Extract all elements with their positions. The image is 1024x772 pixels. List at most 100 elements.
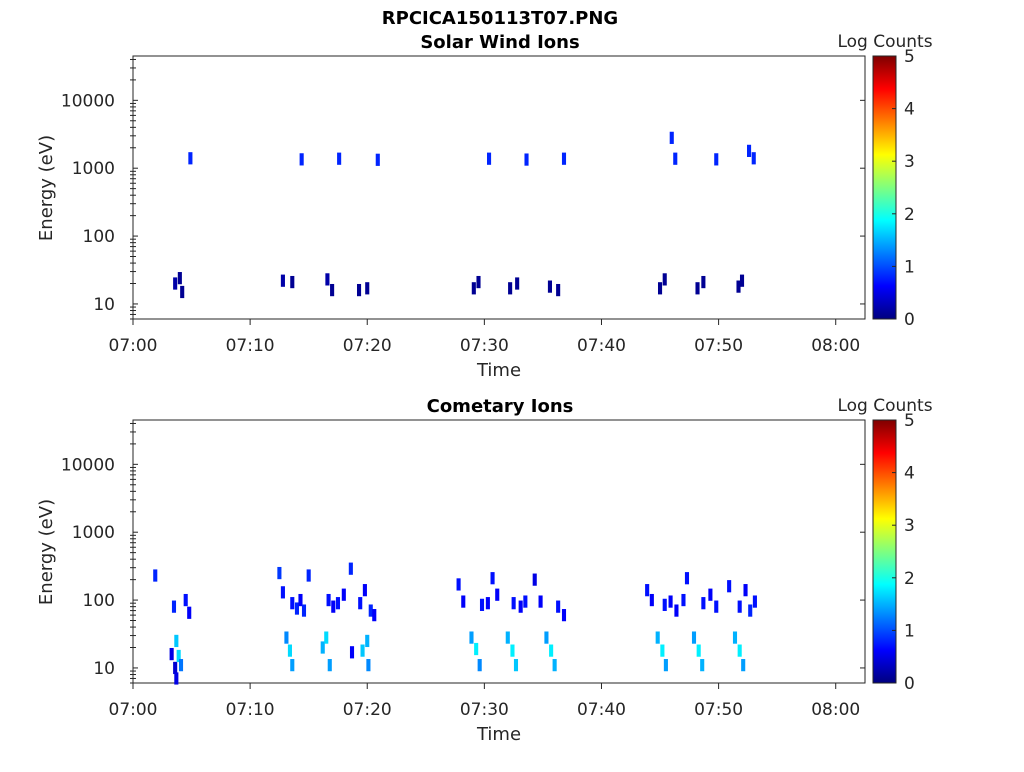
heatmap-cell bbox=[561, 609, 567, 622]
heatmap-cell bbox=[365, 282, 370, 295]
heatmap-cell bbox=[751, 152, 756, 165]
colorbar-label: Log Counts bbox=[837, 32, 932, 52]
heatmap-cell bbox=[486, 152, 492, 165]
heatmap-cell bbox=[280, 274, 285, 287]
heatmap-cell bbox=[513, 659, 519, 672]
heatmap-cell bbox=[669, 131, 674, 144]
panel-title: Cometary Ions bbox=[427, 396, 574, 417]
colorbar-tick-label: 1 bbox=[904, 621, 915, 641]
heatmap-cell bbox=[169, 647, 174, 661]
x-axis: 07:00 07:10 07:20 07:30 07:40 07:50 08:00 bbox=[109, 319, 860, 356]
heatmap-cells bbox=[153, 562, 757, 685]
heatmap-cell bbox=[518, 600, 523, 613]
x-tick-label: 07:40 bbox=[577, 336, 626, 356]
heatmap-cell bbox=[714, 600, 719, 613]
x-tick-label: 07:50 bbox=[694, 700, 743, 720]
x-axis: 07:00 07:10 07:20 07:30 07:40 07:50 08:00 bbox=[109, 683, 860, 720]
heatmap-cell bbox=[739, 274, 745, 287]
heatmap-cell bbox=[727, 580, 732, 593]
y-axis-label: Energy (eV) bbox=[36, 499, 57, 605]
heatmap-cell bbox=[515, 277, 520, 290]
colorbar-tick-label: 5 bbox=[904, 47, 915, 67]
heatmap-cell bbox=[662, 273, 667, 286]
heatmap-cell bbox=[290, 597, 295, 610]
heatmap-cell bbox=[737, 600, 742, 613]
heatmap-cell bbox=[174, 634, 179, 648]
x-axis-label: Time bbox=[476, 724, 521, 745]
heatmap-cell bbox=[335, 597, 341, 610]
colorbar-tick-label: 5 bbox=[904, 411, 915, 431]
heatmap-cell bbox=[674, 604, 679, 617]
heatmap-cell bbox=[325, 273, 330, 286]
heatmap-cell bbox=[741, 659, 746, 672]
heatmap-cell bbox=[532, 573, 537, 586]
colorbar-tick-label: 0 bbox=[904, 674, 915, 694]
heatmap-cell bbox=[331, 600, 336, 613]
plot-area bbox=[132, 419, 866, 684]
heatmap-cell bbox=[356, 283, 362, 297]
heatmap-cell bbox=[324, 631, 329, 644]
heatmap-cell bbox=[280, 586, 285, 599]
heatmap-cell bbox=[495, 588, 500, 601]
heatmap-cell bbox=[714, 153, 719, 166]
colorbar: 0 1 2 3 4 5 bbox=[872, 411, 915, 694]
heatmap-cell bbox=[178, 659, 184, 672]
heatmap-cell bbox=[290, 659, 295, 672]
y-tick-label: 10 bbox=[93, 295, 115, 315]
x-tick-label: 07:30 bbox=[460, 700, 509, 720]
heatmap-cell bbox=[290, 275, 295, 289]
x-tick-label: 07:50 bbox=[694, 336, 743, 356]
heatmap-cell bbox=[474, 642, 479, 656]
heatmap-cell bbox=[362, 584, 367, 597]
y-tick-label: 1000 bbox=[72, 159, 115, 179]
x-tick-label: 07:10 bbox=[226, 336, 275, 356]
x-axis-label: Time bbox=[476, 360, 521, 381]
heatmap-cell bbox=[372, 609, 377, 622]
heatmap-cell bbox=[366, 659, 371, 672]
heatmap-cell bbox=[561, 152, 567, 165]
heatmap-cell bbox=[294, 602, 300, 615]
colorbar-tick-label: 3 bbox=[904, 152, 915, 172]
figure-title: RPCICA150113T07.PNG bbox=[382, 8, 618, 29]
y-axis: 10 100 1000 10000 bbox=[61, 422, 865, 684]
heatmap-cells bbox=[173, 131, 756, 299]
heatmap-cell bbox=[662, 598, 667, 611]
y-axis-label: Energy (eV) bbox=[36, 135, 57, 241]
colorbar-tick-label: 2 bbox=[904, 569, 915, 589]
x-tick-label: 08:00 bbox=[811, 700, 860, 720]
heatmap-cell bbox=[461, 595, 466, 608]
heatmap-cell bbox=[469, 631, 474, 644]
heatmap-cell bbox=[696, 644, 701, 657]
heatmap-cell bbox=[505, 631, 510, 644]
heatmap-cell bbox=[701, 275, 706, 289]
heatmap-cell bbox=[547, 280, 552, 293]
heatmap-cell bbox=[552, 659, 557, 672]
colorbar-tick-label: 4 bbox=[904, 464, 915, 484]
x-tick-label: 07:00 bbox=[109, 336, 158, 356]
heatmap-cell bbox=[153, 569, 158, 582]
colorbar-tick-label: 2 bbox=[904, 205, 915, 225]
heatmap-cell bbox=[700, 659, 705, 672]
heatmap-cell bbox=[180, 285, 185, 299]
heatmap-cell bbox=[299, 153, 304, 166]
heatmap-cell bbox=[747, 144, 752, 157]
colorbar-tick-label: 0 bbox=[904, 310, 915, 330]
heatmap-cell bbox=[645, 584, 650, 597]
heatmap-cell bbox=[556, 283, 561, 297]
heatmap-cell bbox=[327, 659, 332, 672]
heatmap-cell bbox=[655, 631, 660, 644]
heatmap-cell bbox=[673, 152, 678, 165]
heatmap-cell bbox=[748, 604, 753, 617]
heatmap-cell bbox=[358, 597, 363, 610]
heatmap-cell bbox=[663, 659, 668, 672]
x-tick-label: 07:30 bbox=[460, 336, 509, 356]
panel-title: Solar Wind Ions bbox=[420, 32, 579, 53]
heatmap-cell bbox=[176, 649, 181, 663]
heatmap-cell bbox=[544, 631, 549, 644]
heatmap-cell bbox=[174, 672, 179, 685]
heatmap-cell bbox=[187, 606, 192, 619]
heatmap-cell bbox=[365, 634, 370, 648]
